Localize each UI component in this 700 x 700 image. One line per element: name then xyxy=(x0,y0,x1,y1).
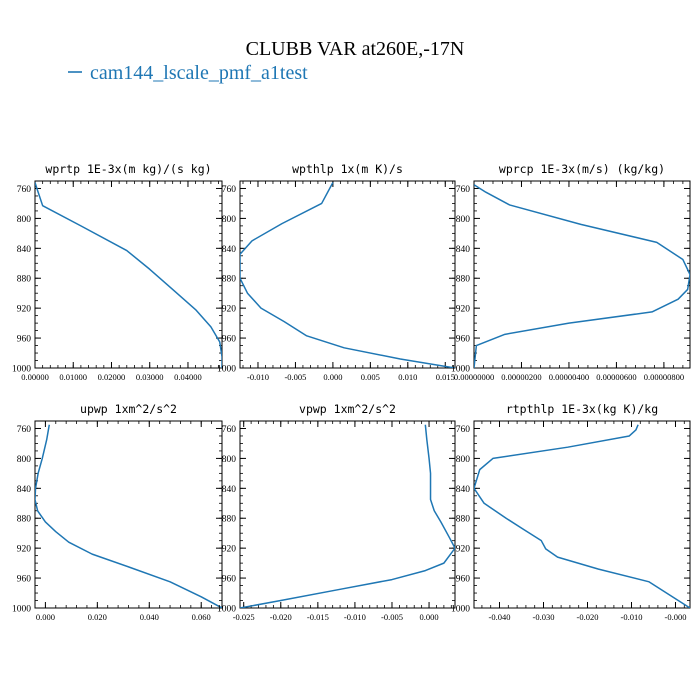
x-tick-label: 0.005 xyxy=(361,372,380,382)
y-tick-label: 1000 xyxy=(451,605,470,615)
series-line xyxy=(240,424,455,608)
panel-title: wpthlp 1x(m K)/s xyxy=(292,162,403,176)
y-tick-label: 840 xyxy=(17,485,32,495)
y-tick-label: 880 xyxy=(222,275,237,285)
y-tick-label: 800 xyxy=(456,455,471,465)
x-tick-label: -0.040 xyxy=(489,612,511,622)
x-tick-label: -0.025 xyxy=(233,612,255,622)
panel-title: rtpthlp 1E-3x(kg K)/kg xyxy=(506,402,658,416)
y-tick-label: 840 xyxy=(456,245,471,255)
x-tick-label: -0.010 xyxy=(247,372,269,382)
y-tick-label: 800 xyxy=(456,215,471,225)
y-tick-label: 880 xyxy=(456,275,471,285)
y-tick-label: 920 xyxy=(222,545,237,555)
y-tick-label: 920 xyxy=(222,305,237,315)
x-tick-label: 0.00000600 xyxy=(596,372,636,382)
series-line xyxy=(35,424,222,608)
y-tick-label: 960 xyxy=(456,335,471,345)
panel-title: wprtp 1E-3x(m kg)/(s kg) xyxy=(45,162,211,176)
y-tick-label: 800 xyxy=(17,215,32,225)
x-tick-label: 0.00000400 xyxy=(549,372,589,382)
x-tick-label: 0.00000800 xyxy=(644,372,684,382)
x-tick-label: -0.010 xyxy=(621,612,643,622)
figure-title: CLUBB VAR at260E,-17N xyxy=(246,38,465,60)
x-tick-label: 0.020 xyxy=(88,612,107,622)
x-tick-label: -0.000 xyxy=(664,612,686,622)
y-tick-label: 920 xyxy=(456,305,471,315)
panel-title: wprcp 1E-3x(m/s) (kg/kg) xyxy=(499,162,665,176)
y-tick-label: 760 xyxy=(222,425,237,435)
y-tick-label: 880 xyxy=(222,515,237,525)
x-tick-label: 0.01000 xyxy=(59,372,87,382)
panel-frame xyxy=(473,420,691,609)
x-tick-label: 0.00000 xyxy=(21,372,49,382)
x-tick-label: 0.060 xyxy=(192,612,211,622)
y-tick-label: 880 xyxy=(456,515,471,525)
panel-5: vpwp 1xm^2/s^27608008408809209601000-0.0… xyxy=(217,402,456,622)
x-tick-label: -0.005 xyxy=(381,612,403,622)
y-tick-label: 840 xyxy=(222,245,237,255)
panel-3: wprcp 1E-3x(m/s) (kg/kg) 760 800 840 880 920 9… xyxy=(451,162,691,382)
y-tick-label: 1000 xyxy=(12,365,31,375)
y-tick-label: 760 xyxy=(222,185,237,195)
y-tick-label: 840 xyxy=(17,245,32,255)
x-tick-label: 0.000 xyxy=(419,612,438,622)
x-tick-label: -0.020 xyxy=(270,612,292,622)
y-tick-label: 960 xyxy=(222,335,237,345)
x-tick-label: 0.000 xyxy=(36,612,55,622)
y-tick-label: 920 xyxy=(17,305,32,315)
panels-group: wprtp 1E-3x(m kg)/(s kg) 760 800 840 880 920 9… xyxy=(12,162,691,622)
x-tick-label: -0.005 xyxy=(284,372,306,382)
panel-title: upwp 1xm^2/s^2 xyxy=(80,402,177,416)
x-tick-label: 0.02000 xyxy=(98,372,126,382)
panel-4: upwp 1xm^2/s^2 760 800 840 880 920 960 1000 0.00… xyxy=(12,402,223,622)
x-tick-label: -0.020 xyxy=(577,612,599,622)
panel-frame xyxy=(34,180,223,369)
x-tick-label: -0.015 xyxy=(307,612,329,622)
y-tick-label: 800 xyxy=(222,455,237,465)
y-tick-label: 760 xyxy=(17,425,32,435)
y-tick-label: 1000 xyxy=(12,605,31,615)
x-tick-label: 0.010 xyxy=(398,372,417,382)
y-tick-label: 1000 xyxy=(217,605,236,615)
series-line xyxy=(35,182,222,368)
panel-1: wprtp 1E-3x(m kg)/(s kg) 760 800 840 880 920 9… xyxy=(12,162,223,382)
y-tick-label: 840 xyxy=(456,485,471,495)
y-tick-label: 880 xyxy=(17,275,32,285)
y-tick-label: 1000 xyxy=(217,365,236,375)
x-tick-label: 0.04000 xyxy=(174,372,202,382)
x-tick-label: -0.030 xyxy=(533,612,555,622)
y-tick-label: 760 xyxy=(456,425,471,435)
y-tick-label: 920 xyxy=(17,545,32,555)
y-tick-label: 960 xyxy=(17,335,32,345)
y-tick-label: 800 xyxy=(17,455,32,465)
y-tick-label: 920 xyxy=(456,545,471,555)
y-tick-label: 960 xyxy=(222,575,237,585)
y-tick-label: 1000 xyxy=(451,365,470,375)
x-tick-label: 0.040 xyxy=(140,612,159,622)
series-line xyxy=(474,184,690,368)
x-tick-label: 0.03000 xyxy=(136,372,164,382)
x-tick-label: -0.010 xyxy=(344,612,366,622)
x-tick-label: 0.00000200 xyxy=(501,372,541,382)
x-tick-label: 0.015 xyxy=(436,372,455,382)
x-tick-label: 0.00000000 xyxy=(454,372,494,382)
panel-2: wpthlp 1x(m K)/s 760 800 840 880 920 960 1000 -0… xyxy=(217,162,456,382)
x-tick-label: 0.000 xyxy=(323,372,342,382)
y-tick-label: 960 xyxy=(17,575,32,585)
series-line xyxy=(474,424,690,608)
panel-6: rtpthlp 1E-3x(kg K)/kg 760 800 840 880 920 960… xyxy=(451,402,691,622)
y-tick-label: 840 xyxy=(222,485,237,495)
legend-label: cam144_lscale_pmf_a1test xyxy=(90,62,308,84)
y-tick-label: 760 xyxy=(17,185,32,195)
y-tick-label: 760 xyxy=(456,185,471,195)
y-tick-label: 800 xyxy=(222,215,237,225)
series-line xyxy=(240,182,455,368)
y-tick-label: 960 xyxy=(456,575,471,585)
y-tick-label: 880 xyxy=(17,515,32,525)
panel-title: vpwp 1xm^2/s^2 xyxy=(299,402,396,416)
